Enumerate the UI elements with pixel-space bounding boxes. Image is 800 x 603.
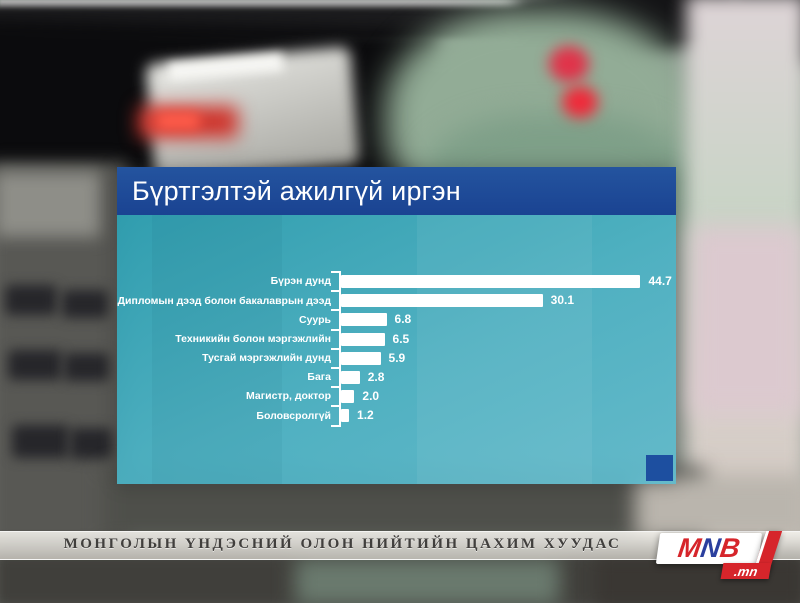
bar [341,313,387,327]
axis-tick [331,405,339,408]
axis-line [339,271,341,427]
value-label: 2.0 [362,389,380,404]
panel-shade [152,215,282,484]
axis-tick [331,271,339,273]
value-label: 44.7 [648,274,672,288]
mnb-logo-domain: .mn [720,563,772,579]
logo-letter-b: B [718,533,742,563]
value-label: 6.5 [392,331,410,346]
value-label: 2.8 [367,369,385,384]
panel-title-bar: Бүртгэлтэй ажилгүй иргэн [117,167,676,215]
bg-led-glow [156,112,200,130]
value-label: 5.9 [388,350,406,365]
bar-track: 5.9 [339,349,676,368]
bg-key [64,353,109,381]
category-label: Бага [307,371,331,384]
category-label: Бүрэн дунд [270,275,331,288]
bar-chart: Бүрэн дунд 44.7 Дипломын дээд болон бакала… [117,215,676,484]
axis-tick [331,386,339,389]
axis-tick [331,424,339,427]
bg-bottom-light [635,475,800,540]
bg-key [8,350,62,380]
bar-track: 6.5 [339,330,676,349]
bar-track: 6.8 [339,310,676,329]
chart-row: Тусгай мэргэжлийн дунд 5.9 [117,349,676,368]
axis-tick [331,347,339,350]
chart-row: Техникийн болон мэргэжлийн 6.5 [117,330,676,349]
stats-overlay-panel: Бүртгэлтэй ажилгүй иргэн Бүрэн дунд 44.7 Д… [117,167,676,484]
bar [341,390,355,404]
bar [341,332,385,346]
category-label: Суурь [299,313,331,326]
chart-rows: Бүрэн дунд 44.7 Дипломын дээд болон бакала… [117,271,676,427]
panel-sheen [417,215,592,484]
axis-tick [331,367,339,369]
bar [341,275,641,288]
chart-row: Суурь 6.8 [117,310,676,329]
axis-tick [331,290,339,293]
category-label: Дипломын дээд болон бакалаврын дээд [117,294,331,307]
chart-row: Магистр, доктор 2.0 [117,387,676,406]
bg-key [12,425,69,458]
chart-row: Боловсролгүй 1.2 [117,406,676,425]
category-label: Магистр, доктор [246,390,331,403]
chart-row: Бүрэн дунд 44.7 [117,272,676,291]
bg-key [62,290,108,318]
bar [341,351,381,365]
panel-title: Бүртгэлтэй ажилгүй иргэн [132,175,461,206]
value-label: 1.2 [357,408,374,423]
ticker-text: МОНГОЛЫН ҮНДЭСНИЙ ОЛОН НИЙТИЙН ЦАХИМ ХУУ… [63,536,622,552]
axis-tick [331,328,339,331]
bar [341,294,543,308]
bg-key [5,285,57,315]
chart-row: Бага 2.8 [117,368,676,387]
bar-track: 2.8 [339,368,676,387]
bar [341,370,360,384]
bar-track: 1.2 [339,406,676,425]
value-label: 30.1 [550,293,575,308]
bar-track: 2.0 [339,387,676,406]
bg-top-strip [0,0,800,11]
bar-track: 30.1 [339,291,676,310]
category-label: Техникийн болон мэргэжлийн [175,332,331,345]
panel-corner-square [646,455,673,481]
bg-key [70,428,112,459]
category-label: Боловсролгүй [256,409,331,422]
bg-bottom-green [295,558,560,603]
bg-red-marker-2 [562,86,598,118]
bar [341,409,350,423]
chart-row: Дипломын дээд болон бакалаврын дээд 30.1 [117,291,676,310]
bg-left-highlight [0,172,100,237]
axis-tick [331,309,339,312]
bg-red-marker-1 [549,46,589,82]
mnb-logo-domain-text: .mn [733,563,759,579]
value-label: 6.8 [394,312,412,327]
category-label: Тусгай мэргэжлийн дунд [202,352,331,365]
bg-right-pink [690,225,800,415]
bar-track: 44.7 [339,272,676,291]
